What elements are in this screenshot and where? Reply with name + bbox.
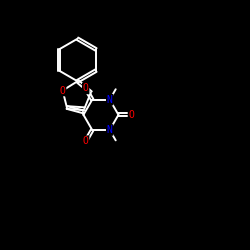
Text: O: O [128,110,134,120]
Text: O: O [60,86,66,96]
Text: N: N [107,95,113,105]
Text: O: O [83,84,89,94]
Text: O: O [83,136,89,146]
Text: N: N [107,125,113,135]
